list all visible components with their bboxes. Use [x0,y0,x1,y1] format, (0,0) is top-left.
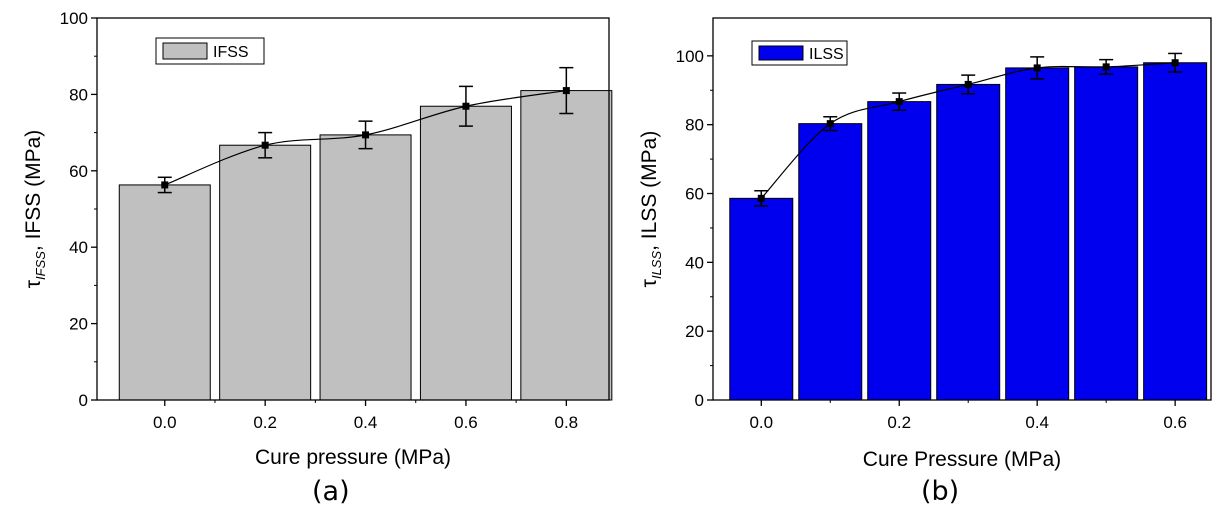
chart-b-point [964,80,972,88]
chart-b: 0 20 40 60 80 100 0.0 0.2 0.4 0.6 Cure Pressure (M… [638,17,1212,471]
chart-b-point [757,194,765,202]
chart-a-legend-label: IFSS [213,44,249,61]
chart-a-bar [219,144,312,401]
chart-b-bar [798,123,863,401]
chart-b-bar [867,101,932,401]
chart-a-y-tick-label: 0 [79,391,88,410]
chart-a-y-tick-label: 20 [69,315,88,334]
chart-a-bar [319,134,412,401]
chart-b-point [826,120,834,128]
chart-a-bar [520,90,613,401]
chart-b-y-tick-label: 0 [695,391,704,410]
chart-a-legend-swatch [162,42,208,60]
chart-b-y-tick-label: 60 [685,185,704,204]
chart-b-legend: ILSS [751,40,848,66]
chart-a-point [462,102,470,110]
chart-b-y-axis-label: τILSS, ILSS (MPa) [638,131,664,288]
chart-a-bar [118,184,211,401]
chart-b-point [1033,64,1041,72]
chart-a-legend: IFSS [155,37,265,65]
chart-b-y-label-text: , ILSS (MPa) [638,131,661,251]
chart-b-y-tick-label: 80 [685,116,704,135]
chart-a: 0 20 40 60 80 100 0.0 0.2 0.4 0.6 0.8 Cure pressure… [22,9,613,469]
chart-b-bar [1074,66,1139,401]
chart-a-x-tick-label: 0.8 [555,413,579,432]
chart-a-y-tick-label: 100 [60,9,88,28]
chart-a-x-axis-label: Cure pressure (MPa) [255,446,451,469]
chart-b-bar [729,197,794,401]
chart-b-y-tick-label: 20 [685,322,704,341]
chart-a-x-tick-label: 0.2 [253,413,277,432]
chart-a-y-tick-label: 40 [69,238,88,257]
chart-b-bar [936,83,1001,401]
chart-a-point [161,181,169,189]
chart-a-bar [419,105,512,401]
chart-b-bar [1143,62,1208,401]
chart-b-y-tick-label: 100 [676,47,704,66]
chart-b-x-tick-label: 0.2 [887,413,911,432]
chart-b-x-tick-label: 0.6 [1163,413,1187,432]
chart-b-point [1171,59,1179,67]
chart-a-point [562,87,570,95]
chart-b-point [895,98,903,106]
chart-b-legend-swatch [758,45,804,61]
chart-b-y-label-symbol: τ [638,278,661,287]
chart-a-x-tick-label: 0.4 [354,413,378,432]
chart-b-x-axis-label: Cure Pressure (MPa) [863,448,1061,471]
chart-b-x-tick-label: 0.4 [1025,413,1049,432]
chart-a-y-tick-label: 80 [69,85,88,104]
chart-b-bar [1005,67,1070,401]
chart-b-legend-label: ILSS [809,46,844,63]
chart-b-point [1102,63,1110,71]
panel-b-caption: (b) [921,476,960,507]
chart-a-y-axis-label: τIFSS, IFSS (MPa) [22,130,48,289]
chart-a-point [362,131,370,139]
chart-b-frame [712,17,1212,401]
chart-a-point [261,141,269,149]
chart-a-y-label-text: , IFSS (MPa) [22,130,45,251]
chart-a-x-tick-label: 0.6 [454,413,478,432]
panel-a-caption: (a) [312,476,350,507]
chart-b-x-tick-label: 0.0 [749,413,773,432]
chart-a-x-tick-label: 0.0 [153,413,177,432]
chart-a-y-tick-label: 60 [69,162,88,181]
chart-a-y-label-subscript: IFSS [33,251,48,280]
chart-b-y-label-subscript: ILSS [649,251,664,280]
chart-b-y-tick-label: 40 [685,253,704,272]
chart-a-y-label-symbol: τ [22,279,45,288]
